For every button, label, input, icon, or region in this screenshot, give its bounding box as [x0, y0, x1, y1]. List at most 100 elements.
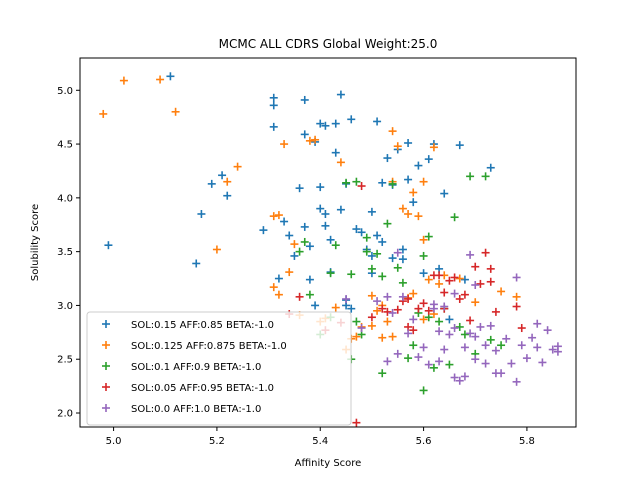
- data-point: [466, 250, 475, 259]
- legend-entry: SOL:0.05 AFF:0.95 BETA:-1.0: [131, 383, 274, 394]
- data-point: [445, 315, 454, 324]
- data-point: [481, 359, 490, 368]
- data-point: [517, 341, 526, 350]
- data-point: [414, 353, 423, 362]
- data-point: [440, 189, 449, 198]
- data-point: [481, 172, 490, 181]
- data-point: [280, 217, 289, 226]
- data-point: [419, 269, 428, 278]
- data-point: [435, 279, 444, 288]
- x-tick-label: 5.8: [519, 436, 535, 447]
- chart-title: MCMC ALL CDRS Global Weight:25.0: [219, 37, 438, 51]
- data-point: [295, 292, 304, 301]
- data-point: [218, 171, 227, 180]
- data-point: [316, 119, 325, 128]
- data-point: [383, 219, 392, 228]
- data-point: [316, 183, 325, 192]
- data-point: [522, 354, 531, 363]
- legend-box: [86, 311, 352, 426]
- data-point: [285, 268, 294, 277]
- data-point: [460, 275, 469, 284]
- data-point: [388, 308, 397, 317]
- data-point: [305, 136, 314, 145]
- data-point: [331, 119, 340, 128]
- data-point: [347, 304, 356, 313]
- data-point: [300, 95, 309, 104]
- data-point: [383, 317, 392, 326]
- data-point: [290, 240, 299, 249]
- data-point: [331, 303, 340, 312]
- data-point: [486, 163, 495, 172]
- data-point: [352, 225, 361, 234]
- data-point: [414, 304, 423, 313]
- data-point: [290, 251, 299, 260]
- data-point: [269, 212, 278, 221]
- legend-marker: [102, 341, 110, 349]
- data-point: [347, 270, 356, 279]
- data-point: [486, 335, 495, 344]
- x-tick-label: 5.0: [106, 436, 122, 447]
- data-point: [357, 228, 366, 237]
- data-point: [362, 247, 371, 256]
- data-point: [424, 232, 433, 241]
- data-point: [553, 347, 562, 356]
- data-point: [166, 72, 175, 81]
- data-point: [409, 315, 418, 324]
- data-point: [280, 140, 289, 149]
- data-point: [331, 241, 340, 250]
- data-point: [156, 75, 165, 84]
- data-point: [409, 341, 418, 350]
- data-point: [373, 117, 382, 126]
- data-point: [445, 330, 454, 339]
- data-point: [393, 305, 402, 314]
- y-tick-label: 5.0: [57, 86, 73, 97]
- data-point: [373, 306, 382, 315]
- plot-frame: [79, 57, 577, 428]
- data-point: [419, 343, 428, 352]
- data-point: [373, 297, 382, 306]
- data-point: [398, 278, 407, 287]
- data-point: [104, 241, 113, 250]
- data-point: [419, 315, 428, 324]
- data-point: [336, 205, 345, 214]
- data-point: [450, 273, 459, 282]
- data-point: [486, 321, 495, 330]
- data-point: [388, 332, 397, 341]
- y-tick-label: 2.5: [57, 355, 73, 366]
- data-point: [471, 280, 480, 289]
- data-point: [409, 198, 418, 207]
- data-point: [512, 377, 521, 386]
- data-point: [502, 334, 511, 343]
- data-point: [269, 93, 278, 102]
- x-axis: 5.0 5.2 5.4 5.6 5.8: [106, 427, 535, 447]
- data-point: [414, 161, 423, 170]
- data-point: [233, 162, 242, 171]
- data-point: [300, 130, 309, 139]
- data-point: [528, 333, 537, 342]
- data-point: [445, 360, 454, 369]
- data-point: [378, 178, 387, 187]
- data-point: [285, 231, 294, 240]
- y-tick-label: 3.5: [57, 247, 73, 258]
- legend-entry: SOL:0.15 AFF:0.85 BETA:-1.0: [131, 320, 274, 331]
- data-point: [259, 226, 268, 235]
- data-point: [466, 316, 475, 325]
- data-point: [367, 207, 376, 216]
- data-point: [440, 345, 449, 354]
- data-point: [466, 329, 475, 338]
- data-point: [455, 274, 464, 283]
- legend: SOL:0.15 AFF:0.85 BETA:-1.0 SOL:0.125 AFF…: [86, 311, 352, 426]
- data-point: [192, 259, 201, 268]
- data-point: [435, 357, 444, 366]
- data-point: [533, 319, 542, 328]
- series-4: [342, 248, 562, 386]
- data-point: [476, 322, 485, 331]
- data-point: [398, 255, 407, 264]
- data-point: [507, 359, 516, 368]
- data-point: [383, 357, 392, 366]
- data-point: [404, 138, 413, 147]
- data-point: [171, 107, 180, 116]
- data-point: [342, 294, 351, 303]
- data-point: [409, 289, 418, 298]
- data-point: [295, 184, 304, 193]
